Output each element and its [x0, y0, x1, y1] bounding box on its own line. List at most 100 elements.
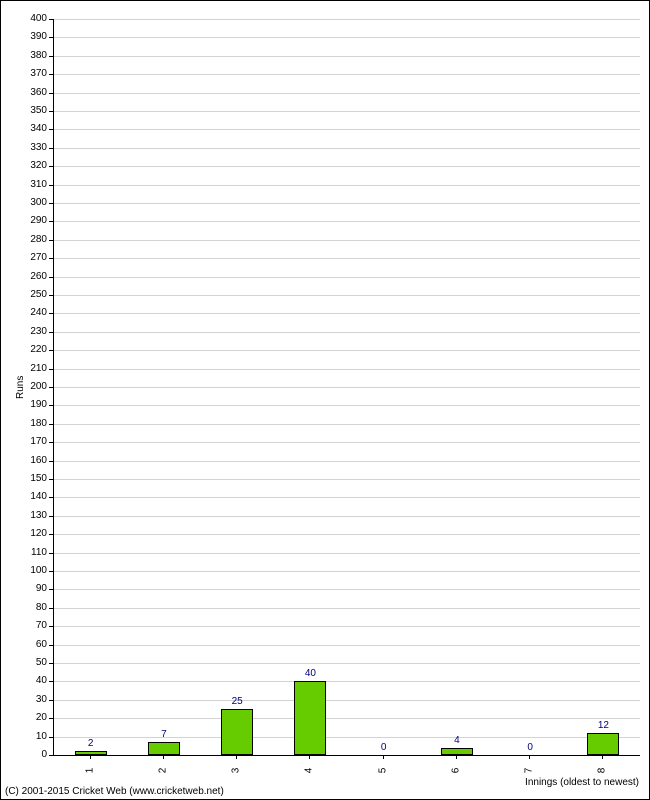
- y-tick: [49, 553, 53, 554]
- y-tick-label: 130: [19, 511, 47, 521]
- grid-line: [54, 608, 640, 609]
- y-tick: [49, 74, 53, 75]
- x-tick: [383, 755, 384, 759]
- y-tick-label: 290: [19, 216, 47, 226]
- y-tick-label: 170: [19, 437, 47, 447]
- bar: [294, 681, 326, 755]
- y-tick-label: 210: [19, 364, 47, 374]
- y-tick: [49, 277, 53, 278]
- y-axis-title: Runs: [15, 376, 26, 399]
- grid-line: [54, 461, 640, 462]
- y-tick-label: 10: [19, 732, 47, 742]
- y-tick: [49, 424, 53, 425]
- x-tick-label: 6: [450, 761, 461, 781]
- grid-line: [54, 534, 640, 535]
- bar-value-label: 0: [510, 742, 550, 753]
- plot-area: 27254004012: [53, 19, 640, 756]
- y-tick-label: 0: [19, 750, 47, 760]
- y-tick: [49, 313, 53, 314]
- y-tick: [49, 387, 53, 388]
- y-tick-label: 220: [19, 345, 47, 355]
- y-tick-label: 370: [19, 69, 47, 79]
- bar-value-label: 12: [583, 720, 623, 731]
- y-tick: [49, 185, 53, 186]
- x-tick-label: 4: [304, 761, 315, 781]
- x-tick: [456, 755, 457, 759]
- y-tick-label: 70: [19, 621, 47, 631]
- grid-line: [54, 516, 640, 517]
- y-tick-label: 140: [19, 492, 47, 502]
- y-tick-label: 150: [19, 474, 47, 484]
- y-tick: [49, 534, 53, 535]
- grid-line: [54, 387, 640, 388]
- grid-line: [54, 221, 640, 222]
- grid-line: [54, 663, 640, 664]
- x-tick-label: 2: [157, 761, 168, 781]
- x-tick: [529, 755, 530, 759]
- x-tick-label: 5: [377, 761, 388, 781]
- grid-line: [54, 111, 640, 112]
- footer-text: (C) 2001-2015 Cricket Web (www.cricketwe…: [5, 786, 224, 797]
- y-tick-label: 100: [19, 566, 47, 576]
- y-tick: [49, 571, 53, 572]
- y-tick: [49, 166, 53, 167]
- y-tick: [49, 663, 53, 664]
- y-tick: [49, 129, 53, 130]
- grid-line: [54, 240, 640, 241]
- y-tick: [49, 350, 53, 351]
- x-tick: [163, 755, 164, 759]
- y-tick-label: 380: [19, 51, 47, 61]
- grid-line: [54, 93, 640, 94]
- bar: [221, 709, 253, 755]
- y-tick-label: 390: [19, 32, 47, 42]
- grid-line: [54, 626, 640, 627]
- y-tick-label: 20: [19, 713, 47, 723]
- y-tick-label: 360: [19, 88, 47, 98]
- grid-line: [54, 737, 640, 738]
- y-tick: [49, 479, 53, 480]
- bar-value-label: 7: [144, 729, 184, 740]
- grid-line: [54, 19, 640, 20]
- y-tick: [49, 626, 53, 627]
- grid-line: [54, 74, 640, 75]
- y-tick-label: 40: [19, 676, 47, 686]
- y-tick: [49, 516, 53, 517]
- grid-line: [54, 718, 640, 719]
- grid-line: [54, 553, 640, 554]
- bar-value-label: 2: [71, 738, 111, 749]
- y-tick: [49, 405, 53, 406]
- grid-line: [54, 203, 640, 204]
- y-tick-label: 260: [19, 272, 47, 282]
- y-tick: [49, 111, 53, 112]
- bar: [587, 733, 619, 755]
- y-tick-label: 230: [19, 327, 47, 337]
- x-axis-title: Innings (oldest to newest): [525, 777, 639, 788]
- y-tick: [49, 442, 53, 443]
- y-tick: [49, 608, 53, 609]
- chart-frame: 27254004012 0102030405060708090100110120…: [0, 0, 650, 800]
- y-tick: [49, 19, 53, 20]
- y-tick-label: 330: [19, 143, 47, 153]
- y-tick-label: 190: [19, 400, 47, 410]
- y-tick: [49, 461, 53, 462]
- y-tick-label: 80: [19, 603, 47, 613]
- x-tick: [602, 755, 603, 759]
- grid-line: [54, 589, 640, 590]
- y-tick-label: 160: [19, 456, 47, 466]
- y-tick: [49, 37, 53, 38]
- y-tick-label: 240: [19, 308, 47, 318]
- grid-line: [54, 258, 640, 259]
- y-tick: [49, 737, 53, 738]
- y-tick-label: 90: [19, 584, 47, 594]
- grid-line: [54, 295, 640, 296]
- grid-line: [54, 129, 640, 130]
- y-tick-label: 120: [19, 529, 47, 539]
- y-tick-label: 400: [19, 14, 47, 24]
- y-tick: [49, 56, 53, 57]
- grid-line: [54, 313, 640, 314]
- grid-line: [54, 497, 640, 498]
- y-tick: [49, 93, 53, 94]
- y-tick: [49, 295, 53, 296]
- y-tick-label: 250: [19, 290, 47, 300]
- y-tick-label: 110: [19, 548, 47, 558]
